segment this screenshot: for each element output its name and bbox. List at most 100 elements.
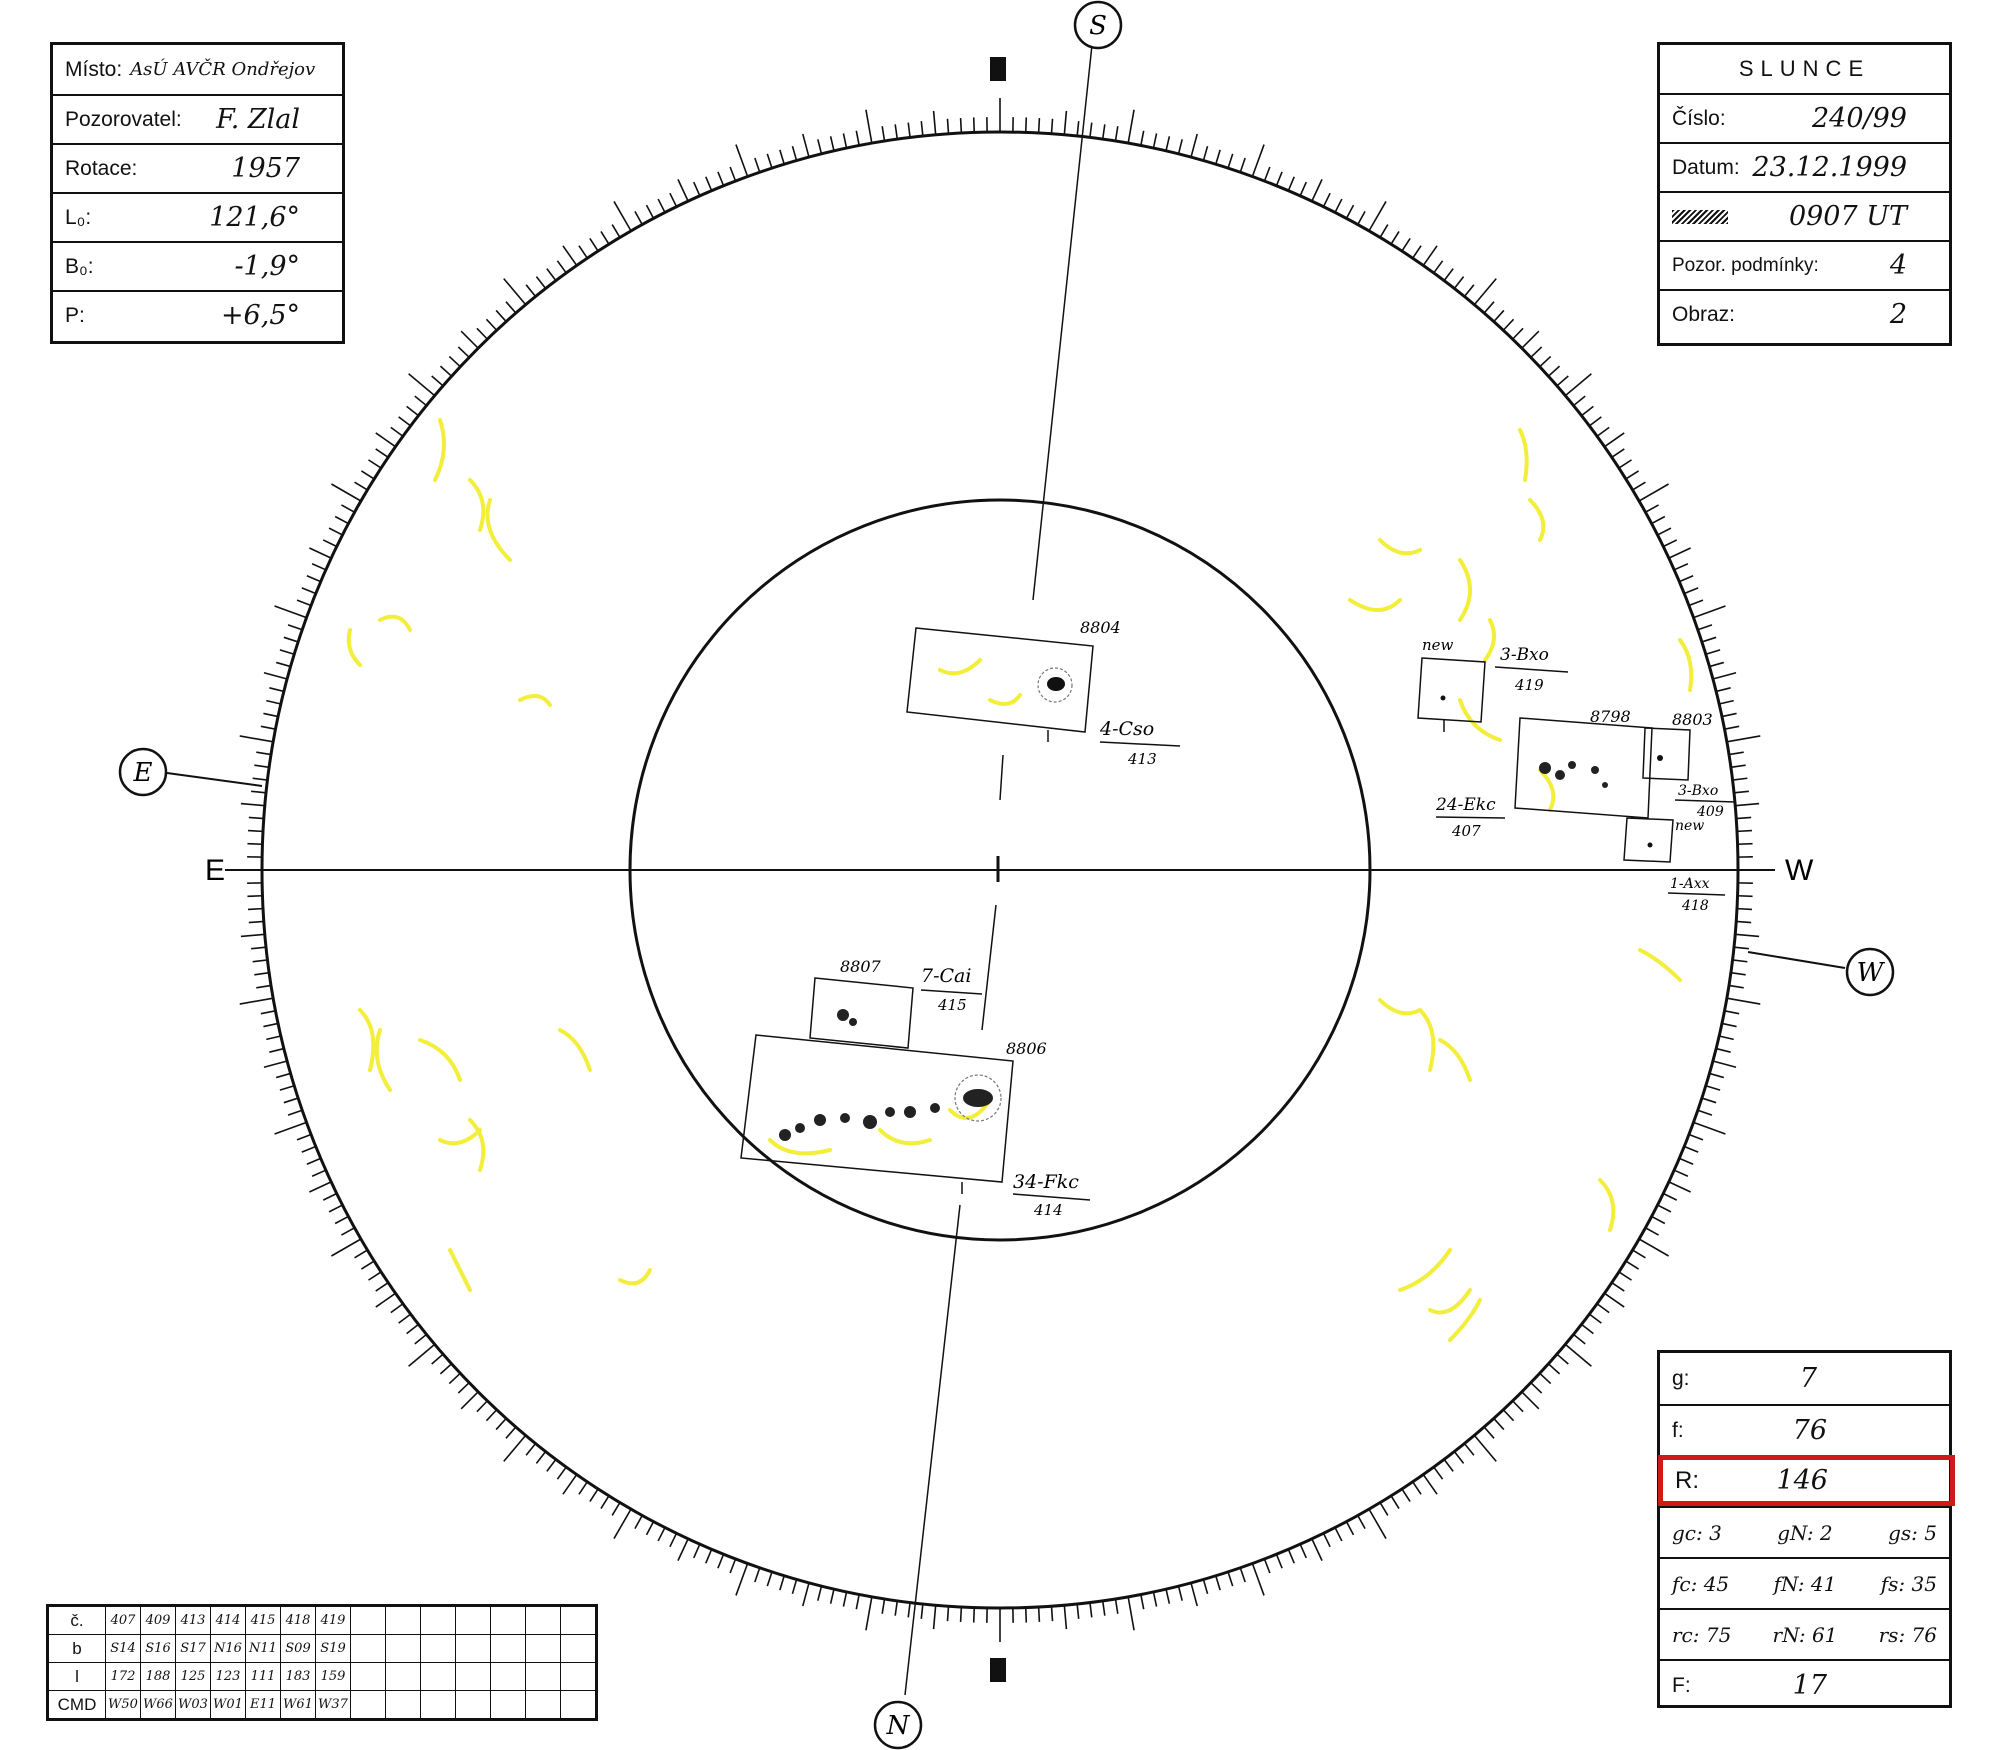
conditions-value: 4 xyxy=(1889,250,1907,281)
conditions-row: Pozor. podmínky: 4 xyxy=(1660,240,1949,289)
sun-info-box: SLUNCE Číslo: 240/99 Datum: 23.12.1999 0… xyxy=(1657,42,1952,346)
svg-text:1-Axx: 1-Axx xyxy=(1670,876,1710,892)
fc-value: fc: 45 xyxy=(1672,1571,1730,1596)
table-cell xyxy=(525,1662,561,1691)
svg-text:new: new xyxy=(1675,818,1704,834)
region-8807: 8807 7-Cai 415 xyxy=(809,957,983,1049)
table-cell xyxy=(350,1662,386,1691)
rotation-axis xyxy=(1032,44,1093,601)
table-cell xyxy=(350,1605,386,1635)
g-row: g: 7 xyxy=(1660,1353,1949,1404)
g-split-row: gc: 3 gN: 2 gs: 5 xyxy=(1660,1506,1949,1557)
table-cell xyxy=(420,1634,456,1663)
table-cell xyxy=(350,1690,386,1720)
table-cell: W50 xyxy=(105,1690,141,1720)
table-cell xyxy=(525,1634,561,1663)
region-8806: 8806 34-Fkc 414 xyxy=(740,1034,1091,1219)
rn-value: rN: 61 xyxy=(1772,1622,1838,1647)
b0-row: B₀: -1,9° xyxy=(53,241,342,290)
table-cell xyxy=(490,1662,526,1691)
table-cell: 125 xyxy=(175,1662,211,1691)
station-info-box: Místo: AsÚ AVČR Ondřejov Pozorovatel: F.… xyxy=(50,42,345,344)
date-value: 23.12.1999 xyxy=(1752,152,1907,183)
row-label: b xyxy=(47,1634,106,1663)
r-row: R: 146 xyxy=(1658,1455,1955,1506)
r-value: 146 xyxy=(1776,1465,1828,1496)
number-row: Číslo: 240/99 xyxy=(1660,93,1949,142)
l0-row: L₀: 121,6° xyxy=(53,192,342,241)
bigf-row: F: 17 xyxy=(1660,1659,1949,1710)
table-cell: S14 xyxy=(105,1634,141,1663)
p-row: P: +6,5° xyxy=(53,290,342,339)
rotation-row: Rotace: 1957 xyxy=(53,143,342,192)
table-cell xyxy=(385,1634,421,1663)
place-value: AsÚ AVČR Ondřejov xyxy=(130,59,316,80)
table-cell: N16 xyxy=(210,1634,246,1663)
table-cell xyxy=(455,1662,491,1691)
table-cell xyxy=(560,1662,597,1691)
table-cell: 111 xyxy=(245,1662,281,1691)
axis-label-w: W xyxy=(1785,854,1814,887)
svg-text:409: 409 xyxy=(1696,804,1724,820)
table-cell xyxy=(385,1690,421,1720)
table-cell: 172 xyxy=(105,1662,141,1691)
row-label: CMD xyxy=(47,1690,106,1720)
row-label: l xyxy=(47,1662,106,1691)
svg-text:8806: 8806 xyxy=(1006,1039,1047,1058)
svg-text:7-Cai: 7-Cai xyxy=(921,965,971,987)
observer-value: F. Zlal xyxy=(216,104,300,135)
table-cell xyxy=(525,1690,561,1720)
table-cell xyxy=(560,1690,597,1720)
svg-text:8807: 8807 xyxy=(840,957,882,976)
svg-text:415: 415 xyxy=(937,996,967,1014)
svg-text:3-Bxo: 3-Bxo xyxy=(1678,783,1718,799)
bigf-value: 17 xyxy=(1792,1670,1827,1701)
table-cell: 188 xyxy=(140,1662,176,1691)
gc-value: gc: 3 xyxy=(1672,1520,1722,1545)
svg-text:407: 407 xyxy=(1451,822,1481,840)
group-table: č. 407 409 413 414 415 418 419 b S14 S16 S17 N16 N11 S… xyxy=(46,1604,598,1721)
table-cell: E11 xyxy=(245,1690,281,1720)
svg-text:W: W xyxy=(1857,958,1886,988)
rs-value: rs: 76 xyxy=(1878,1622,1937,1647)
svg-text:4-Cso: 4-Cso xyxy=(1099,718,1154,740)
rc-value: rc: 75 xyxy=(1672,1622,1732,1647)
gn-value: gN: 2 xyxy=(1777,1520,1833,1545)
table-cell xyxy=(525,1605,561,1635)
l0-value: 121,6° xyxy=(209,202,300,233)
fs-value: fs: 35 xyxy=(1880,1571,1937,1596)
region-new-418: new 1-Axx 418 xyxy=(1623,817,1726,914)
table-cell: W61 xyxy=(280,1690,316,1720)
compass-w: W xyxy=(1845,947,1895,997)
r-label: R: xyxy=(1675,1466,1699,1494)
image-value: 2 xyxy=(1889,299,1907,330)
table-cell xyxy=(385,1605,421,1635)
table-cell xyxy=(455,1605,491,1635)
g-label: g: xyxy=(1672,1366,1690,1390)
axis-label-e: E xyxy=(205,854,225,887)
table-cell: 407 xyxy=(105,1605,141,1635)
rotation-value: 1957 xyxy=(231,153,300,184)
table-cell xyxy=(560,1634,597,1663)
observer-label: Pozorovatel: xyxy=(65,107,182,131)
time-row: 0907 UT xyxy=(1660,191,1949,240)
svg-text:8798: 8798 xyxy=(1590,707,1631,726)
place-label: Místo: xyxy=(65,57,123,81)
svg-text:34-Fkc: 34-Fkc xyxy=(1013,1171,1079,1193)
svg-text:3-Bxo: 3-Bxo xyxy=(1500,645,1549,665)
g-value: 7 xyxy=(1799,1363,1817,1394)
row-label: č. xyxy=(47,1605,106,1635)
gs-value: gs: 5 xyxy=(1888,1520,1937,1545)
number-label: Číslo: xyxy=(1672,106,1726,130)
table-cell: S17 xyxy=(175,1634,211,1663)
compass-n: N xyxy=(873,1700,923,1750)
table-cell: 418 xyxy=(280,1605,316,1635)
number-value: 240/99 xyxy=(1812,103,1907,134)
table-row-cmd: CMD W50 W66 W03 W01 E11 W61 W37 xyxy=(47,1690,597,1720)
region-8804: 8804 4-Cso 413 xyxy=(906,618,1181,768)
f-value: 76 xyxy=(1792,1415,1827,1446)
degree-scale xyxy=(228,98,1772,1642)
svg-text:E: E xyxy=(133,758,153,788)
faculae xyxy=(346,418,1694,1342)
